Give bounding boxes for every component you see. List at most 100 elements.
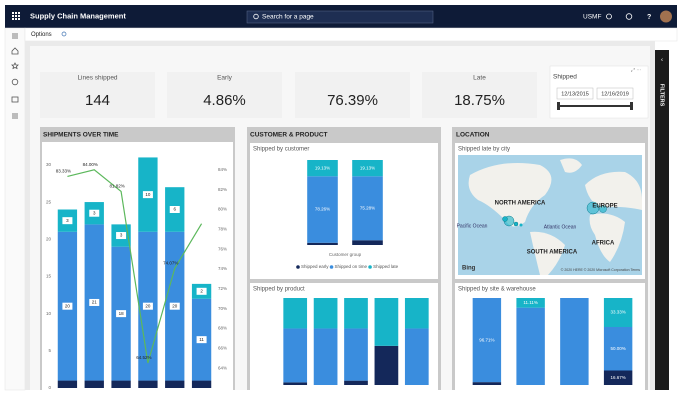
bar-segment bbox=[138, 380, 158, 388]
map-label: SOUTH AMERICA bbox=[527, 250, 578, 256]
kpi-card bbox=[40, 72, 155, 118]
search-icon bbox=[253, 13, 259, 20]
data-label-box bbox=[196, 287, 207, 295]
data-label: 21 bbox=[92, 300, 98, 305]
focus-icon[interactable]: ⤢ ··· bbox=[631, 67, 642, 73]
data-label: 3 bbox=[120, 233, 123, 238]
data-label: 19.13% bbox=[315, 165, 330, 170]
bar-segment bbox=[472, 382, 502, 385]
data-label: 11.11% bbox=[523, 300, 538, 305]
y2-tick-label: 68% bbox=[218, 326, 227, 331]
y2-tick-label: 64% bbox=[218, 365, 227, 370]
company-picker[interactable]: USMF bbox=[583, 14, 601, 21]
kpi-value: 76.39% bbox=[327, 92, 378, 109]
y2-tick-label: 66% bbox=[218, 346, 227, 351]
start-date-input[interactable] bbox=[556, 87, 594, 100]
legend-label: Shipped early bbox=[301, 264, 329, 269]
bar-segment bbox=[352, 160, 383, 177]
legend-swatch bbox=[329, 265, 334, 269]
y-tick-label: 20 bbox=[46, 236, 52, 241]
end-date-input[interactable] bbox=[596, 87, 634, 100]
bar-segment bbox=[516, 307, 545, 385]
y-tick-label: 25 bbox=[46, 199, 52, 204]
y-tick-label: 15 bbox=[46, 274, 52, 279]
bar-segment bbox=[57, 380, 78, 388]
nav-icons[interactable] bbox=[11, 33, 19, 119]
nav-rail bbox=[4, 27, 26, 391]
data-label: 18 bbox=[119, 311, 125, 316]
filters-pane[interactable] bbox=[655, 50, 669, 390]
bar-segment bbox=[560, 298, 589, 385]
y2-tick-label: 76% bbox=[218, 246, 227, 251]
date-slider-start[interactable] bbox=[557, 102, 560, 110]
bar-segment bbox=[344, 380, 368, 385]
end-date: 12/16/2019 bbox=[601, 91, 629, 97]
bar-segment bbox=[313, 328, 338, 385]
bar-segment bbox=[404, 328, 429, 385]
data-label-box bbox=[142, 191, 153, 199]
map-bubbles[interactable] bbox=[502, 201, 607, 227]
bar-segment bbox=[313, 298, 338, 329]
y2-tick-label: 82% bbox=[218, 187, 227, 192]
help-icon[interactable]: ? bbox=[647, 14, 651, 21]
data-label: 6 bbox=[173, 207, 176, 212]
bar-segment bbox=[374, 345, 399, 385]
bar-segment bbox=[374, 298, 399, 346]
map-label: NORTH AMERICA bbox=[495, 201, 546, 207]
section-title: CUSTOMER & PRODUCT bbox=[250, 132, 328, 139]
bar-segment bbox=[283, 382, 308, 385]
data-label: 20 bbox=[65, 303, 71, 308]
data-label: 20 bbox=[172, 303, 178, 308]
bar-segment bbox=[283, 328, 308, 383]
data-label: 10 bbox=[145, 192, 151, 197]
map-label: Atlantic Ocean bbox=[544, 224, 577, 230]
data-label-box bbox=[196, 336, 207, 344]
filters-collapse[interactable]: ‹ bbox=[661, 58, 663, 64]
data-label: 3 bbox=[93, 210, 96, 215]
chart-card bbox=[250, 143, 438, 279]
bar-segment bbox=[603, 370, 633, 385]
line bbox=[67, 169, 203, 364]
data-label: 2 bbox=[200, 289, 203, 294]
search-box[interactable] bbox=[246, 10, 434, 24]
toolbar-search[interactable] bbox=[61, 31, 67, 37]
data-label-box bbox=[89, 209, 100, 217]
data-label: 3 bbox=[66, 218, 69, 223]
data-label-box bbox=[116, 310, 127, 318]
bar-segment bbox=[516, 298, 545, 308]
data-label-box bbox=[169, 206, 180, 213]
notifications-icon[interactable] bbox=[606, 13, 612, 20]
data-label: 16.67% bbox=[610, 375, 625, 380]
options-button[interactable]: Options bbox=[31, 32, 52, 38]
kpi-label: Early bbox=[217, 75, 233, 82]
date-filter-title: Shipped bbox=[553, 74, 577, 81]
legend-label: Shipped on time bbox=[335, 264, 368, 269]
y2-tick-label: 80% bbox=[218, 207, 227, 212]
bar-segment bbox=[352, 176, 383, 241]
data-label: 75.28% bbox=[360, 205, 375, 210]
data-label: 96.71% bbox=[479, 337, 494, 342]
line-label: 81.82% bbox=[109, 184, 124, 189]
data-label: 20 bbox=[145, 303, 151, 308]
bar-segment bbox=[84, 380, 104, 388]
kpi-card bbox=[422, 72, 537, 118]
start-date: 12/13/2015 bbox=[561, 91, 589, 97]
user-avatar[interactable] bbox=[660, 10, 672, 23]
y-tick-label: 30 bbox=[46, 162, 52, 167]
kpi-card bbox=[295, 72, 410, 118]
data-label: 19.13% bbox=[360, 165, 375, 170]
data-label-box bbox=[142, 302, 153, 310]
y2-tick-label: 72% bbox=[218, 286, 227, 291]
data-label-box bbox=[62, 302, 73, 310]
y-tick-label: 5 bbox=[48, 348, 51, 353]
app-launcher[interactable] bbox=[12, 12, 20, 20]
line-label: 64.52% bbox=[136, 355, 151, 360]
y-tick-label: 10 bbox=[46, 311, 52, 316]
bar-segment bbox=[191, 380, 212, 388]
line-label: 83.33% bbox=[56, 169, 71, 174]
data-label-box bbox=[116, 232, 127, 240]
data-label: 78.26% bbox=[315, 207, 330, 212]
settings-icon[interactable] bbox=[625, 13, 633, 20]
date-slider-end[interactable] bbox=[630, 102, 633, 110]
